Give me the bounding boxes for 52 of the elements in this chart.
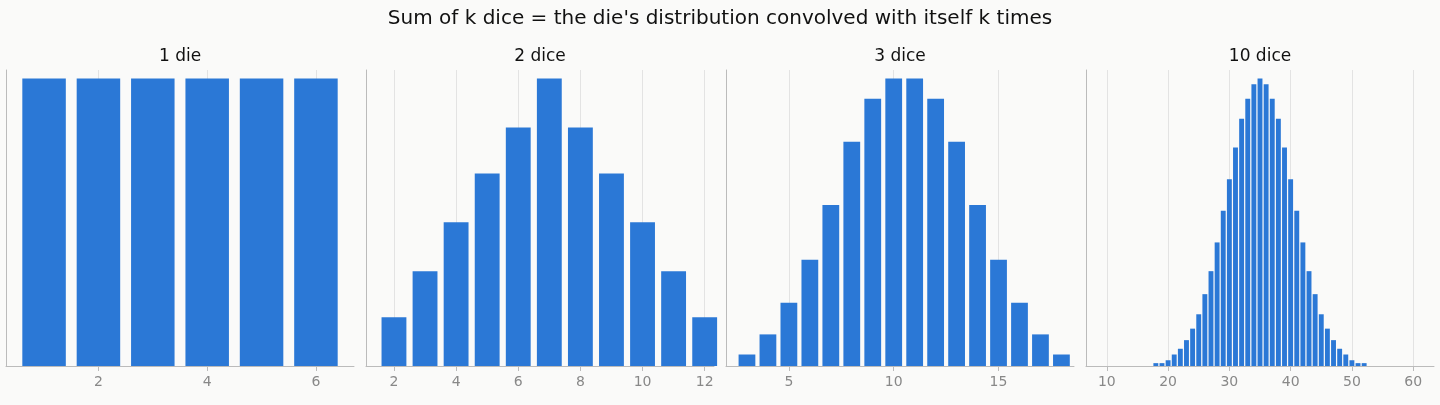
x-tick-label: 30 <box>1220 373 1239 389</box>
x-tick-label: 10 <box>633 373 652 389</box>
x-tick-label: 6 <box>311 373 321 389</box>
bar <box>692 317 718 366</box>
x-tick-label: 4 <box>202 373 212 389</box>
chart-title: 3 dice <box>874 44 926 65</box>
bar <box>864 98 882 366</box>
x-tick-label: 15 <box>989 373 1008 389</box>
x-tick-label: 20 <box>1159 373 1178 389</box>
bar <box>1361 363 1367 366</box>
text: Sum of k dice = the die's distribution convolved with itself k times <box>387 5 1053 29</box>
bar <box>474 173 500 366</box>
x-tick-label: 5 <box>784 373 794 389</box>
bar <box>630 222 655 366</box>
bar <box>505 127 531 366</box>
bar <box>381 317 407 366</box>
bar <box>1153 363 1159 366</box>
x-tick-label: 12 <box>695 373 714 389</box>
bar <box>1032 334 1049 366</box>
bar <box>1011 302 1028 366</box>
bar <box>1053 354 1070 366</box>
bar <box>780 302 798 366</box>
chart-title: 10 dice <box>1228 44 1292 65</box>
bar <box>906 78 924 366</box>
bar <box>759 334 777 366</box>
x-tick-label: 10 <box>884 373 903 389</box>
bar <box>599 173 624 366</box>
bar <box>990 259 1007 366</box>
bar <box>567 127 593 366</box>
x-tick-label: 2 <box>389 373 399 389</box>
bar <box>843 141 861 366</box>
x-tick-label: 60 <box>1404 373 1423 389</box>
x-tick-label: 2 <box>93 373 103 389</box>
bar <box>885 78 903 366</box>
chart-title: 2 dice <box>514 44 566 65</box>
bar <box>801 259 819 366</box>
bar <box>661 271 687 366</box>
bar <box>412 271 438 366</box>
x-tick-label: 8 <box>575 373 585 389</box>
x-tick-label: 6 <box>513 373 523 389</box>
bar <box>927 98 945 366</box>
bar <box>536 78 562 366</box>
x-tick-label: 10 <box>1097 373 1116 389</box>
bar <box>822 205 840 366</box>
bar <box>948 141 965 366</box>
x-tick-label: 40 <box>1281 373 1300 389</box>
bar <box>443 222 469 366</box>
bar <box>969 205 986 366</box>
x-tick-label: 50 <box>1342 373 1361 389</box>
x-tick-label: 4 <box>451 373 461 389</box>
chart-title: 1 die <box>158 44 202 65</box>
bar <box>738 354 756 366</box>
